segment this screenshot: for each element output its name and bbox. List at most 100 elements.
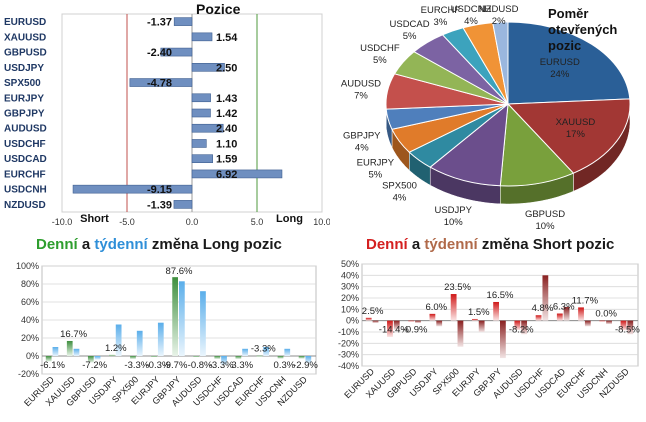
y-tick-label: 40% — [341, 270, 359, 280]
slice-label-usdjpy: USDJPY — [434, 205, 472, 216]
data-label-gbpjpy: -9.7% — [163, 360, 188, 371]
bar-t-denn-audusd — [200, 291, 206, 356]
slice-label-eurusd: EURUSD — [540, 57, 580, 68]
y-tick-label: 40% — [21, 315, 39, 325]
data-label-audusd: -0.8% — [188, 360, 213, 371]
bar-t-denn-eurchf — [584, 320, 591, 327]
short-title-part-1: Denní — [366, 236, 408, 253]
category-label-nzdusd: NZDUSD — [4, 200, 46, 211]
bar-gbpjpy — [191, 108, 211, 118]
ratio-chart-title: Poměr otevřených pozic — [548, 6, 617, 54]
category-label-xauusd: XAUUSD — [4, 32, 46, 43]
x-tick-label: -5.0 — [119, 217, 135, 227]
data-label-spx500: -3.3% — [124, 360, 149, 371]
bar-t-denn-spx500 — [136, 330, 143, 356]
value-label-gbpjpy: 1.42 — [216, 108, 237, 120]
category-label-usdcnh: USDCNH — [4, 185, 47, 196]
bar-t-denn-xauusd — [393, 320, 400, 330]
slice-label-usdchf: USDCHF — [360, 43, 400, 54]
category-label-usdcad: USDCAD — [4, 154, 47, 165]
bar-t-denn-eurchf — [263, 347, 270, 356]
category-label-gbpjpy: GBPJPY — [4, 109, 45, 120]
ratio-title-line-2: otevřených — [548, 22, 618, 37]
slice-value-nzdusd: 2% — [492, 16, 506, 27]
short-side-label: Short — [80, 213, 109, 225]
short-change-chart: -40%-30%-20%-10%0%10%20%30%40%50%EURUSDX… — [338, 259, 640, 401]
data-label-nzdusd: -8.5% — [615, 325, 640, 336]
y-tick-label: -20% — [18, 369, 39, 379]
bar-t-denn-eurusd — [52, 347, 59, 356]
category-label-eurusd: EURUSD — [4, 17, 46, 28]
y-tick-label: 0% — [346, 316, 359, 326]
slice-label-nzdusd: NZDUSD — [479, 4, 519, 15]
data-label-gbpusd: -0.9% — [403, 325, 428, 336]
slice-value-eurjpy: 5% — [369, 169, 383, 180]
y-tick-label: 60% — [21, 297, 39, 307]
y-tick-label: 20% — [21, 333, 39, 343]
bar-usdcnh — [72, 184, 193, 194]
bar-denn-usdjpy — [429, 313, 436, 321]
data-label-nzdusd: -2.9% — [293, 360, 318, 371]
slice-label-audusd: AUDUSD — [341, 78, 381, 89]
value-label-nzdusd: -1.39 — [147, 199, 172, 211]
slice-value-usdchf: 5% — [373, 55, 387, 66]
value-label-spx500: -4.78 — [147, 78, 172, 90]
bar-t-denn-usdchf — [542, 275, 549, 321]
slice-value-usdjpy: 10% — [444, 217, 464, 228]
long-title-part-1: Denní — [36, 236, 78, 253]
ratio-pie-chart: EURUSD24%XAUUSD17%GBPUSD10%USDJPY10%SPX5… — [341, 4, 631, 232]
bar-eurchf — [191, 169, 283, 179]
data-label-gbpjpy: 87.6% — [166, 266, 193, 277]
bar-denn-xauusd — [387, 320, 393, 337]
slice-value-xauusd: 17% — [566, 129, 586, 140]
pie-slice-nzdusd — [492, 21, 509, 105]
bar-t-denn-gbpusd — [415, 320, 421, 323]
value-label-eurchf: 6.92 — [216, 169, 237, 181]
value-label-eurjpy: 1.43 — [216, 93, 237, 105]
bar-t-denn-eurjpy — [478, 320, 485, 332]
data-label-eurusd: 2.5% — [362, 306, 384, 317]
bar-denn-usdjpy — [109, 354, 115, 356]
bar-denn-spx500 — [130, 356, 136, 359]
slice-label-gbpusd: GBPUSD — [525, 209, 565, 220]
data-label-audusd: -8.2% — [509, 325, 534, 336]
x-tick-label: -10.0 — [52, 217, 73, 227]
bar-t-denn-audusd — [521, 320, 528, 335]
data-label-eurusd: -6.1% — [40, 360, 65, 371]
data-label-gbpusd: -7.2% — [82, 360, 107, 371]
long-title-part-4: změna Long pozic — [147, 236, 282, 253]
bar-usdchf — [191, 139, 207, 148]
bar-t-denn-usdcad — [242, 348, 248, 356]
bar-denn-audusd — [514, 320, 521, 330]
bar-denn-gbpjpy — [172, 277, 178, 356]
data-label-eurjpy: 1.5% — [468, 307, 490, 318]
slice-label-eurchf: EURCHF — [421, 5, 461, 16]
data-label-usdcnh: 0.3% — [274, 360, 296, 371]
pie-slice-xauusd — [506, 98, 631, 174]
y-tick-label: 80% — [21, 279, 39, 289]
x-tick-label: 5.0 — [251, 217, 264, 227]
value-label-usdjpy: 2.50 — [216, 62, 237, 74]
pie-slice-gbpusd — [499, 102, 575, 187]
slice-label-xauusd: XAUUSD — [556, 117, 596, 128]
data-label-usdchf: 4.8% — [532, 303, 554, 314]
category-label-usdjpy: USDJPY — [4, 63, 44, 74]
data-label-xauusd: 16.7% — [60, 329, 87, 340]
bar-denn-usdchf — [535, 315, 542, 321]
y-tick-label: 50% — [341, 259, 359, 269]
bar-t-denn-spx500 — [457, 320, 464, 347]
bar-denn-gbpusd — [408, 320, 415, 322]
pie-slice-usdjpy — [429, 102, 509, 187]
long-change-panel: Denní a týdenní změna Long pozic -20% 0% 2… — [0, 232, 324, 422]
slice-value-gbpjpy: 4% — [355, 143, 369, 154]
bar-t-denn-xauusd — [73, 348, 80, 356]
ratio-title-line-3: pozic — [548, 38, 582, 53]
long-title-part-3: týdenní — [94, 236, 148, 253]
bar-usdcad — [191, 154, 213, 163]
x-tick-label: 0.0 — [186, 217, 199, 227]
short-title-part-3: týdenní — [424, 236, 478, 253]
short-change-title: Denní a týdenní změna Short pozic — [366, 236, 614, 253]
bar-denn-usdcad — [556, 313, 563, 321]
short-title-part-2: a — [407, 236, 425, 253]
long-title-part-2: a — [77, 236, 95, 253]
